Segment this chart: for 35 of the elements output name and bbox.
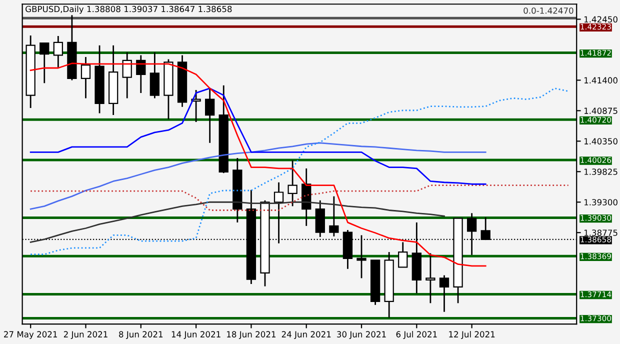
candlestick (205, 88, 215, 144)
x-tick-label: 8 Jun 2021 (119, 331, 163, 339)
x-tick-label: 30 Jun 2021 (337, 331, 386, 339)
candlestick (40, 42, 50, 84)
y-tick-label: 1.41400 (584, 77, 618, 84)
x-tick-label: 2 Jun 2021 (64, 331, 108, 339)
x-tick-label: 6 Jul 2021 (396, 330, 437, 339)
line-series (30, 184, 570, 211)
line-series (30, 88, 570, 256)
x-tick-label: 18 Jun 2021 (227, 331, 276, 339)
x-tick-label: 24 Jun 2021 (282, 331, 331, 339)
x-tick-label: 27 May 2021 (4, 331, 57, 340)
line-series (30, 88, 486, 185)
annotation: 0.0-1.42470 (524, 7, 574, 14)
candlestick (426, 252, 436, 304)
y-tick-label: 1.40350 (584, 138, 618, 144)
chart-title: GBPUSD,Daily 1.38808 1.39037 1.38647 1.38658 (26, 6, 232, 14)
y-tick-label: 1.39825 (584, 168, 618, 175)
y-tick-label: 1.38775 (584, 230, 618, 236)
x-tick-label: 12 Jul 2021 (449, 330, 495, 339)
candlestick (122, 52, 132, 99)
candlestick (329, 196, 339, 238)
candlestick (315, 200, 325, 238)
candlestick (53, 35, 63, 68)
candlestick (150, 52, 160, 99)
candlestick (356, 234, 366, 279)
line-series (30, 142, 486, 210)
candlestick (80, 56, 91, 99)
y-tick-label: 1.42450 (584, 16, 618, 23)
y-tick-label: 1.39300 (584, 199, 618, 206)
x-tick-label: 14 Jun 2021 (172, 331, 220, 339)
candlestick (288, 160, 298, 207)
candlestick (439, 274, 450, 313)
candlestick (398, 241, 408, 268)
y-tick-label: 1.40875 (584, 108, 618, 114)
